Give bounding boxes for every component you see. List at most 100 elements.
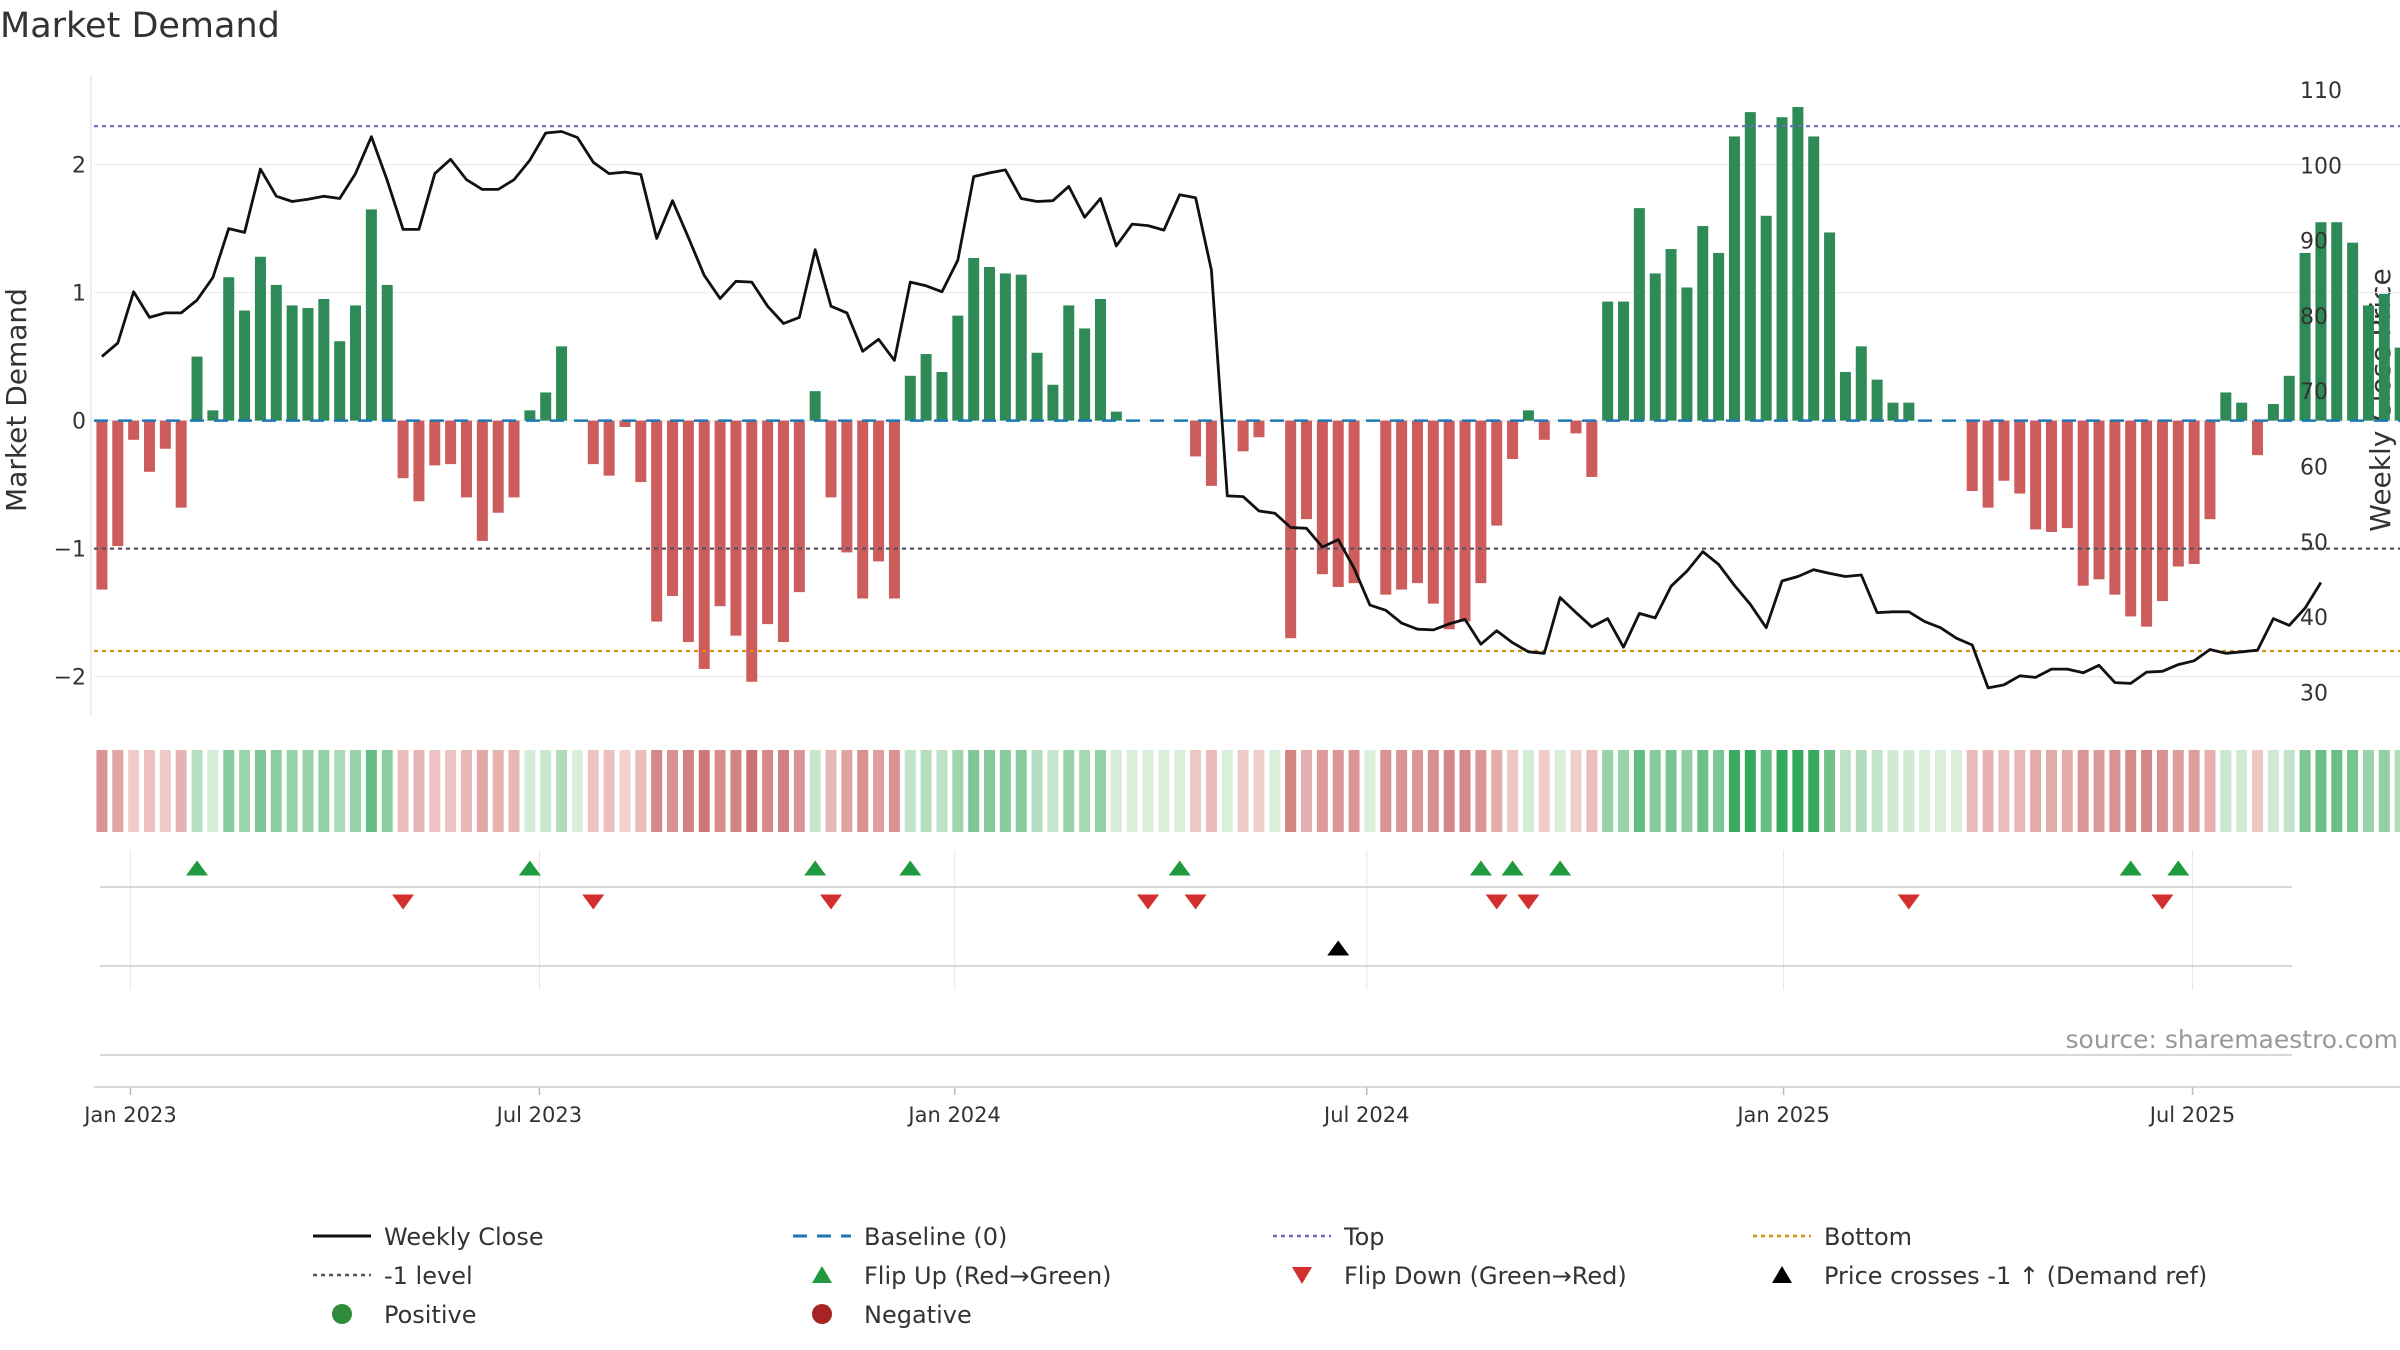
- y-tick-label-left: 2: [72, 154, 86, 179]
- demand-bar-negative: [1538, 420, 1550, 440]
- demand-bar-negative: [841, 420, 853, 553]
- heat-cell: [1063, 750, 1075, 832]
- demand-bar-negative: [2030, 420, 2042, 530]
- demand-bar-positive: [1665, 249, 1677, 421]
- heat-cell: [1380, 750, 1392, 832]
- heat-cell: [1364, 750, 1376, 832]
- weekly-close-series: [100, 130, 2323, 690]
- demand-bar-negative: [2093, 420, 2105, 580]
- demand-bar-negative: [698, 420, 710, 669]
- heat-cell: [128, 750, 140, 832]
- demand-bar-negative: [1301, 420, 1313, 520]
- heat-cell: [1887, 750, 1899, 832]
- demand-bar-positive: [1887, 402, 1899, 421]
- heat-cell: [1522, 750, 1534, 832]
- heat-cell: [223, 750, 235, 832]
- y-tick-label-right: 70: [2300, 380, 2328, 405]
- demand-bar-negative: [2252, 420, 2264, 456]
- demand-bar-negative: [714, 420, 726, 607]
- heat-cell: [667, 750, 679, 832]
- y-axis-label-left: Market Demand: [0, 288, 33, 512]
- demand-bar-negative: [143, 420, 155, 472]
- x-axis: Jan 2023 Jul 2023 Jan 2024 Jul 2024 Jan 2025…: [82, 1086, 2400, 1127]
- weekly-close-line: [100, 130, 2323, 690]
- heat-cell: [1538, 750, 1550, 832]
- heat-cell: [1966, 750, 1978, 832]
- price-cross-marker: [1327, 940, 1350, 956]
- demand-bar-positive: [1808, 136, 1820, 421]
- legend-label: Flip Up (Red→Green): [864, 1262, 1112, 1290]
- demand-bar-negative: [1253, 420, 1265, 438]
- heat-cell: [1269, 750, 1281, 832]
- flip-up-marker: [2167, 860, 2190, 876]
- heat-cell: [2236, 750, 2248, 832]
- demand-bar-positive: [809, 391, 821, 421]
- heat-cell: [1586, 750, 1598, 832]
- heat-cell: [540, 750, 552, 832]
- heat-cell: [571, 750, 583, 832]
- signal-markers: [100, 860, 2292, 1056]
- legend-item: Price crosses -1 ↑ (Demand ref): [1772, 1262, 2207, 1290]
- demand-bar-negative: [635, 420, 647, 483]
- demand-bar-negative: [2204, 420, 2216, 520]
- legend-swatch-dot: [812, 1304, 832, 1324]
- heat-cell: [2045, 750, 2057, 832]
- demand-bar-positive: [1792, 107, 1804, 421]
- demand-bar-negative: [96, 420, 108, 590]
- heat-cell: [1332, 750, 1344, 832]
- heat-cell: [1443, 750, 1455, 832]
- grid-layer: [94, 164, 2400, 990]
- demand-bar-negative: [825, 420, 837, 498]
- demand-bar-positive: [2378, 293, 2390, 421]
- heat-cell: [1348, 750, 1360, 832]
- heat-cell: [936, 750, 948, 832]
- y-tick-label-left: 0: [72, 410, 86, 435]
- y-tick-label-left: 1: [72, 282, 86, 307]
- heat-cell: [2331, 750, 2343, 832]
- demand-bar-positive: [1760, 215, 1772, 421]
- heat-cell: [1301, 750, 1313, 832]
- demand-bar-positive: [1649, 273, 1661, 421]
- heat-cell: [809, 750, 821, 832]
- demand-bar-negative: [682, 420, 694, 643]
- heat-cell: [1126, 750, 1138, 832]
- demand-bar-positive: [1824, 232, 1836, 421]
- flip-down-marker: [1485, 894, 1508, 910]
- heat-cell: [682, 750, 694, 832]
- heat-cell: [1205, 750, 1217, 832]
- heat-cell: [1015, 750, 1027, 832]
- heat-cell: [1031, 750, 1043, 832]
- demand-bar-positive: [1713, 252, 1725, 421]
- heat-cell: [1174, 750, 1186, 832]
- heat-cell: [508, 750, 520, 832]
- heat-cell: [1855, 750, 1867, 832]
- demand-bar-negative: [857, 420, 869, 599]
- demand-bar-negative: [1475, 420, 1487, 584]
- demand-bar-negative: [397, 420, 409, 479]
- heat-cell: [2347, 750, 2359, 832]
- demand-bar-positive: [1079, 328, 1091, 421]
- heat-cell: [1871, 750, 1883, 832]
- reference-lines: [94, 125, 2400, 653]
- demand-bar-positive: [999, 273, 1011, 421]
- heat-cell: [1697, 750, 1709, 832]
- demand-bar-positive: [2394, 347, 2400, 421]
- heat-cell: [841, 750, 853, 832]
- heat-cell: [2125, 750, 2137, 832]
- flip-up-marker: [518, 860, 541, 876]
- heat-cell: [381, 750, 393, 832]
- legend-swatch-triangle-down: [1292, 1267, 1312, 1284]
- legend-item: -1 level: [313, 1262, 473, 1290]
- demand-bar-negative: [1348, 420, 1360, 584]
- heat-cell: [1935, 750, 1947, 832]
- demand-bar-negative: [2125, 420, 2137, 617]
- heat-cell: [413, 750, 425, 832]
- demand-bar-negative: [2014, 420, 2026, 494]
- flip-down-marker: [582, 894, 605, 910]
- heat-cell: [1142, 750, 1154, 832]
- heat-cell: [2283, 750, 2295, 832]
- flip-up-marker: [2119, 860, 2142, 876]
- heat-cell: [2156, 750, 2168, 832]
- demand-bar-negative: [2141, 420, 2153, 627]
- demand-bar-positive: [1633, 208, 1645, 421]
